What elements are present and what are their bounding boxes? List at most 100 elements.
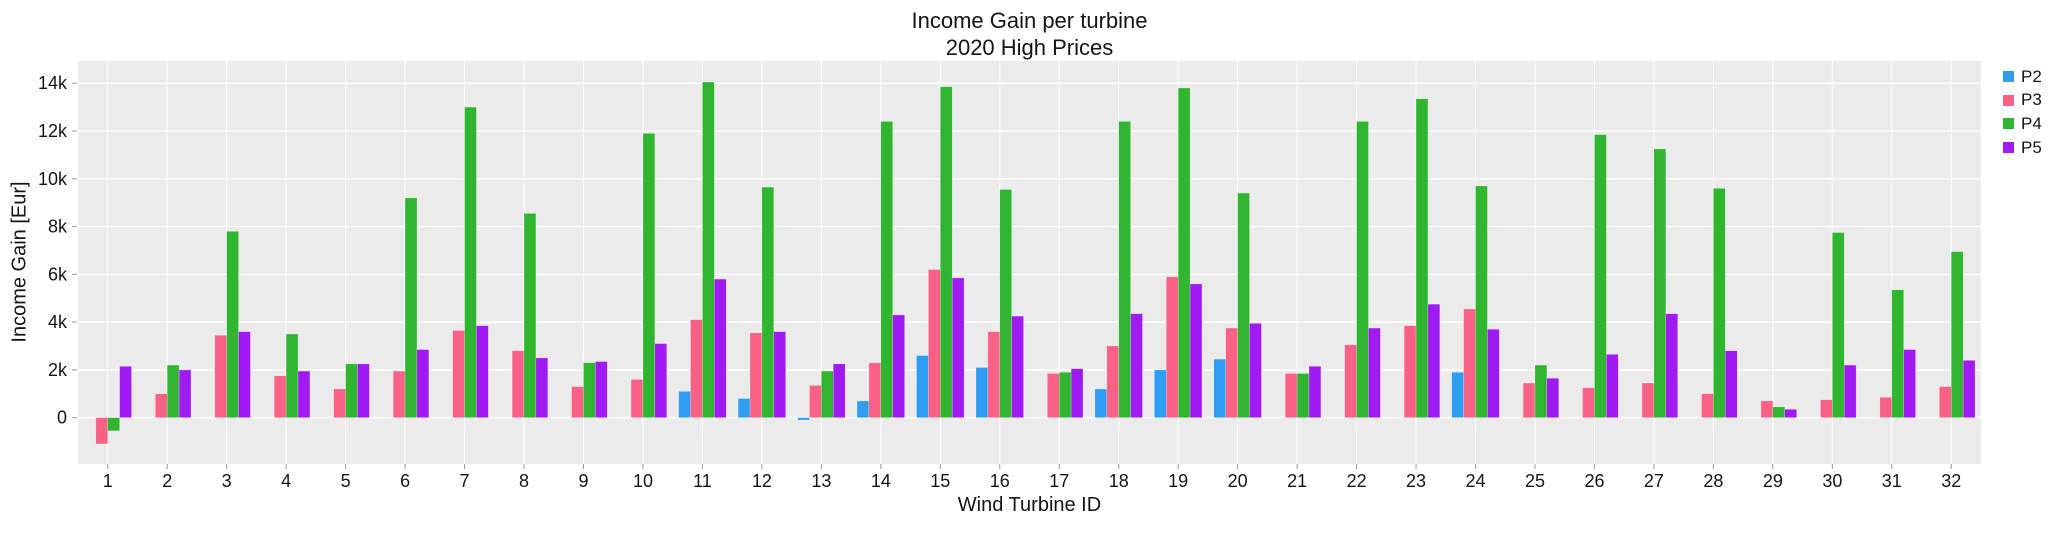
bar-p5-turbine-16: [1011, 315, 1024, 418]
bar-p3-turbine-12: [749, 332, 763, 418]
x-tick-label-4: 4: [281, 471, 291, 491]
bar-p4-turbine-29: [1772, 406, 1786, 418]
x-tick-label-24: 24: [1466, 471, 1486, 491]
bar-p5-turbine-29: [1784, 409, 1797, 418]
bar-p5-turbine-6: [416, 349, 430, 418]
x-tick-label-15: 15: [930, 471, 950, 491]
x-tick-label-20: 20: [1228, 471, 1248, 491]
bar-p5-turbine-31: [1903, 349, 1916, 418]
bar-p4-turbine-11: [702, 81, 715, 418]
bar-p4-turbine-17: [1058, 372, 1072, 418]
legend-swatch-p5[interactable]: [2003, 142, 2014, 154]
bar-p3-turbine-8: [511, 350, 525, 418]
bar-p3-turbine-24: [1463, 308, 1476, 418]
x-tick-label-30: 30: [1822, 471, 1842, 491]
x-tick-label-27: 27: [1644, 471, 1664, 491]
bar-p4-turbine-4: [285, 333, 299, 418]
bar-p5-turbine-21: [1308, 366, 1322, 418]
bar-p5-turbine-24: [1487, 329, 1500, 418]
bar-p3-turbine-21: [1284, 373, 1298, 418]
bar-p4-turbine-21: [1296, 373, 1310, 418]
bar-p5-turbine-32: [1962, 360, 1976, 418]
bar-p3-turbine-30: [1820, 399, 1833, 418]
bar-p4-turbine-20: [1237, 192, 1250, 418]
bar-p4-turbine-12: [761, 186, 775, 418]
x-tick-label-5: 5: [341, 471, 351, 491]
bar-p4-turbine-23: [1415, 98, 1429, 418]
x-axis-title: Wind Turbine ID: [957, 494, 1102, 516]
legend-item-p5[interactable]: P5: [2003, 136, 2042, 160]
legend-item-p3[interactable]: P3: [2003, 89, 2042, 113]
bar-p5-turbine-23: [1427, 303, 1441, 418]
bar-p5-turbine-4: [297, 370, 311, 418]
bar-p3-turbine-14: [868, 362, 882, 418]
x-tick-label-25: 25: [1525, 471, 1545, 491]
x-tick-label-9: 9: [578, 471, 588, 491]
bar-p3-turbine-4: [273, 375, 287, 418]
bar-p5-turbine-30: [1843, 364, 1857, 418]
y-tick-label-2k: 2k: [48, 360, 68, 380]
bar-p3-turbine-25: [1522, 382, 1536, 418]
y-tick-label-8k: 8k: [48, 217, 68, 237]
legend-label-p5: P5: [2021, 137, 2042, 157]
bar-p5-turbine-2: [178, 369, 192, 418]
bar-p5-turbine-28: [1725, 350, 1738, 418]
legend-swatch-p4[interactable]: [2003, 118, 2014, 130]
bar-p3-turbine-5: [333, 388, 346, 418]
x-tick-label-12: 12: [752, 471, 772, 491]
x-tick-label-8: 8: [519, 471, 529, 491]
chart-title-line2: 2020 High Prices: [945, 35, 1114, 60]
legend-item-p4[interactable]: P4: [2003, 112, 2042, 136]
bar-p5-turbine-12: [773, 331, 786, 418]
bar-p2-turbine-16: [975, 367, 989, 418]
x-tick-label-29: 29: [1763, 471, 1783, 491]
bar-p3-turbine-31: [1879, 397, 1893, 418]
bar-p5-turbine-13: [833, 363, 846, 418]
bar-p5-turbine-5: [357, 363, 370, 418]
x-tick-label-22: 22: [1347, 471, 1367, 491]
x-tick-label-11: 11: [693, 471, 712, 491]
bar-p3-turbine-27: [1641, 382, 1655, 418]
chart-title-line1: Income Gain per turbine: [911, 8, 1148, 33]
x-tick-label-16: 16: [990, 471, 1010, 491]
bar-p5-turbine-3: [238, 331, 251, 418]
x-tick-label-26: 26: [1584, 471, 1604, 491]
bar-p4-turbine-30: [1832, 232, 1845, 418]
bar-p4-turbine-16: [999, 189, 1012, 418]
x-tick-label-7: 7: [460, 471, 470, 491]
y-tick-label-14k: 14k: [38, 73, 68, 93]
bar-p2-turbine-11: [678, 391, 691, 418]
bar-p4-turbine-25: [1534, 364, 1548, 418]
y-tick-label-10k: 10k: [38, 169, 68, 189]
bar-p5-turbine-19: [1189, 283, 1203, 418]
x-tick-label-31: 31: [1882, 471, 1902, 491]
bar-p4-turbine-26: [1594, 134, 1607, 418]
bar-p4-turbine-31: [1891, 289, 1904, 418]
bar-p5-turbine-7: [476, 325, 489, 418]
x-tick-label-28: 28: [1703, 471, 1723, 491]
legend-item-p2[interactable]: P2: [2003, 65, 2042, 89]
bar-p4-turbine-5: [345, 363, 358, 418]
legend-swatch-p3[interactable]: [2003, 94, 2014, 106]
y-tick-label-4k: 4k: [48, 312, 68, 332]
legend-swatch-p2[interactable]: [2003, 71, 2014, 83]
bar-p4-turbine-32: [1951, 251, 1964, 418]
bar-p5-turbine-17: [1070, 368, 1084, 418]
bar-p3-turbine-2: [155, 393, 168, 418]
bar-p3-turbine-1: [95, 417, 108, 445]
bar-p2-turbine-18: [1094, 388, 1108, 418]
bar-p3-turbine-20: [1225, 327, 1238, 418]
x-tick-label-23: 23: [1406, 471, 1426, 491]
bar-p5-turbine-15: [951, 277, 965, 418]
bar-p4-turbine-10: [642, 133, 656, 418]
bar-p4-turbine-19: [1177, 87, 1191, 418]
bar-p3-turbine-18: [1106, 345, 1119, 418]
bar-p4-turbine-22: [1356, 121, 1369, 418]
bar-p4-turbine-24: [1475, 185, 1488, 418]
bar-p3-turbine-16: [987, 331, 1001, 418]
bar-p4-turbine-28: [1713, 188, 1726, 418]
x-tick-label-3: 3: [222, 471, 232, 491]
bar-p3-turbine-32: [1939, 386, 1952, 418]
bar-p3-turbine-15: [928, 269, 941, 418]
bar-p3-turbine-28: [1701, 393, 1714, 418]
